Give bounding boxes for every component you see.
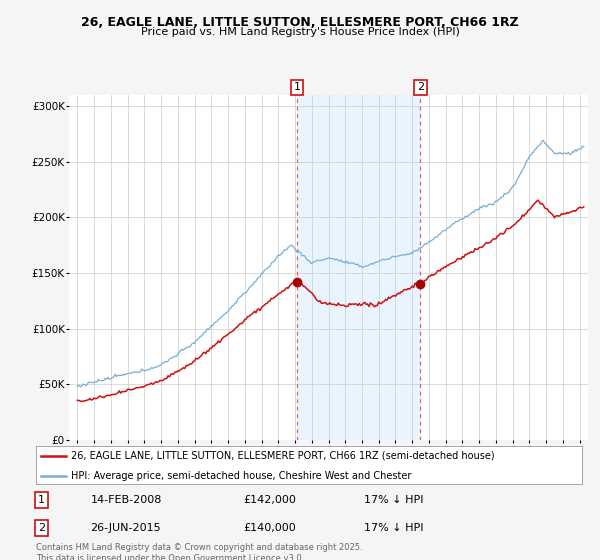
Text: 14-FEB-2008: 14-FEB-2008 [91,495,162,505]
Text: 17% ↓ HPI: 17% ↓ HPI [364,523,423,533]
Text: 1: 1 [38,495,45,505]
Text: 2: 2 [417,82,424,92]
Text: 26-JUN-2015: 26-JUN-2015 [91,523,161,533]
Text: 17% ↓ HPI: 17% ↓ HPI [364,495,423,505]
Text: Price paid vs. HM Land Registry's House Price Index (HPI): Price paid vs. HM Land Registry's House … [140,27,460,37]
Text: 2: 2 [38,523,45,533]
Text: HPI: Average price, semi-detached house, Cheshire West and Chester: HPI: Average price, semi-detached house,… [71,471,412,481]
Text: £140,000: £140,000 [244,523,296,533]
Text: 26, EAGLE LANE, LITTLE SUTTON, ELLESMERE PORT, CH66 1RZ (semi-detached house): 26, EAGLE LANE, LITTLE SUTTON, ELLESMERE… [71,451,495,461]
Text: £142,000: £142,000 [244,495,296,505]
Bar [297,95,421,440]
Text: 1: 1 [293,82,301,92]
Text: 26, EAGLE LANE, LITTLE SUTTON, ELLESMERE PORT, CH66 1RZ: 26, EAGLE LANE, LITTLE SUTTON, ELLESMERE… [81,16,519,29]
Text: Contains HM Land Registry data © Crown copyright and database right 2025.
This d: Contains HM Land Registry data © Crown c… [36,543,362,560]
